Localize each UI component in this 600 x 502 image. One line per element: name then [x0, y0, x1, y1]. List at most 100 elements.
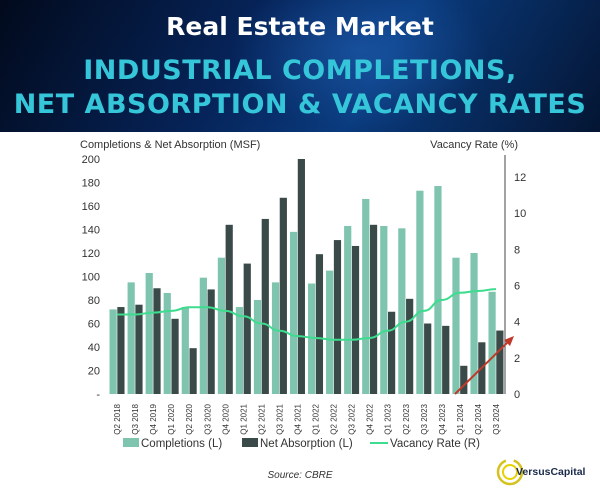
bar-completions: [434, 186, 442, 394]
bar-net-absorption: [369, 224, 378, 394]
bar-completions: [217, 257, 225, 394]
bar-net-absorption: [297, 159, 305, 394]
right-tick-label: 2: [514, 353, 520, 365]
x-tick-label: Q4 2023: [438, 403, 447, 434]
bar-completions: [199, 277, 207, 394]
bar-completions: [289, 231, 298, 394]
bar-net-absorption: [279, 197, 287, 394]
left-tick-label: 100: [82, 272, 100, 284]
bar-completions: [470, 253, 478, 394]
logo-mark-icon: [496, 458, 524, 486]
right-tick-label: 0: [514, 389, 520, 401]
bar-completions: [235, 307, 244, 394]
bar-net-absorption: [315, 254, 324, 394]
bar-net-absorption: [460, 365, 468, 394]
bar-completions: [127, 282, 135, 394]
bar-completions: [109, 309, 117, 394]
page-title: Real Estate Market: [166, 12, 434, 41]
trend-arrow-line: [454, 339, 511, 395]
x-tick-label: Q3 2024: [492, 403, 501, 434]
left-tick-label: 200: [82, 154, 100, 166]
left-axis-title: Completions & Net Absorption (MSF): [80, 139, 260, 151]
x-tick-label: Q1 2024: [456, 403, 465, 434]
bar-net-absorption: [135, 304, 143, 394]
bar-net-absorption: [171, 318, 179, 394]
bar-net-absorption: [243, 263, 251, 394]
vacancy-rate-line: [117, 288, 496, 341]
x-tick-label: Q4 2020: [221, 403, 230, 434]
right-tick-label: 4: [514, 317, 520, 329]
left-tick-label: 80: [88, 295, 100, 307]
bar-completions: [344, 225, 352, 394]
right-tick-label: 8: [514, 244, 520, 256]
bar-completions: [253, 300, 262, 394]
x-tick-label: Q4 2021: [293, 403, 302, 434]
x-tick-label: Q2 2020: [185, 403, 194, 434]
chart-area: Completions & Net Absorption (MSF) Vacanc…: [80, 139, 526, 450]
bar-net-absorption: [406, 298, 414, 394]
legend-label-net-absorption: Net Absorption (L): [260, 438, 353, 450]
x-tick-label: Q2 2022: [330, 403, 339, 434]
legend-label-vacancy: Vacancy Rate (R): [390, 438, 480, 450]
right-tick-label: 12: [514, 172, 526, 184]
bar-completions: [326, 270, 334, 394]
bar-net-absorption: [442, 325, 450, 394]
left-tick-label: 60: [88, 319, 100, 331]
x-tick-label: Q2 2018: [113, 403, 122, 434]
bar-net-absorption: [207, 289, 215, 394]
bar-completions: [380, 225, 388, 394]
x-tick-label: Q2 2023: [402, 403, 411, 434]
x-tick-label: Q1 2020: [167, 403, 176, 434]
trend-arrow-head-icon: [504, 336, 514, 346]
right-tick-label: 6: [514, 281, 520, 293]
bar-completions: [181, 307, 189, 394]
right-tick-label: 10: [514, 208, 526, 220]
x-tick-label: Q3 2023: [420, 403, 429, 434]
legend-swatch-completions: [123, 438, 139, 447]
bar-completions: [398, 228, 406, 394]
bar-net-absorption: [333, 240, 342, 394]
bar-net-absorption: [496, 330, 504, 394]
bar-completions: [488, 291, 496, 394]
left-tick-label: 120: [82, 248, 100, 260]
left-tick-label: 180: [82, 178, 100, 190]
header-banner: Real Estate Market INDUSTRIAL COMPLETION…: [0, 0, 600, 132]
bar-completions: [145, 272, 153, 394]
bar-net-absorption: [351, 245, 360, 394]
right-axis-title: Vacancy Rate (%): [430, 139, 518, 151]
x-tick-label: Q1 2022: [312, 403, 321, 434]
left-tick-label: 20: [88, 366, 100, 378]
x-tick-label: Q3 2020: [203, 403, 212, 434]
x-tick-label: Q3 2018: [131, 403, 140, 434]
chart-title-line1: INDUSTRIAL COMPLETIONS,: [83, 55, 517, 86]
bar-completions: [163, 292, 171, 394]
left-tick-label: 160: [82, 201, 100, 213]
left-tick-label: 140: [82, 225, 100, 237]
x-tick-label: Q1 2023: [384, 403, 393, 434]
bar-completions: [416, 190, 424, 394]
bar-net-absorption: [153, 288, 161, 394]
header-glow: [230, 0, 490, 130]
legend-swatch-net-absorption: [242, 438, 258, 447]
legend-label-completions: Completions (L): [141, 438, 222, 450]
x-tick-label: Q2 2024: [474, 403, 483, 434]
source-note: Source: CBRE: [267, 470, 333, 481]
bar-completions: [362, 198, 370, 394]
versuscapital-logo: VersusCapital: [494, 452, 594, 492]
bar-net-absorption: [424, 323, 432, 394]
bar-net-absorption: [225, 224, 233, 394]
left-tick-label: -: [96, 389, 100, 401]
x-tick-label: Q3 2021: [275, 403, 284, 434]
x-tick-label: Q2 2021: [257, 403, 266, 434]
x-tick-label: Q3 2022: [348, 403, 357, 434]
left-tick-label: 40: [88, 342, 100, 354]
x-tick-label: Q4 2022: [366, 403, 375, 434]
bar-net-absorption: [261, 218, 269, 394]
x-tick-label: Q4 2019: [149, 403, 158, 434]
bar-net-absorption: [117, 307, 125, 394]
chart-title-line2: NET ABSORPTION & VACANCY RATES: [13, 89, 587, 120]
bar-completions: [452, 257, 460, 394]
bar-completions: [271, 282, 280, 394]
x-tick-label: Q1 2021: [239, 403, 248, 434]
bar-net-absorption: [388, 311, 396, 394]
